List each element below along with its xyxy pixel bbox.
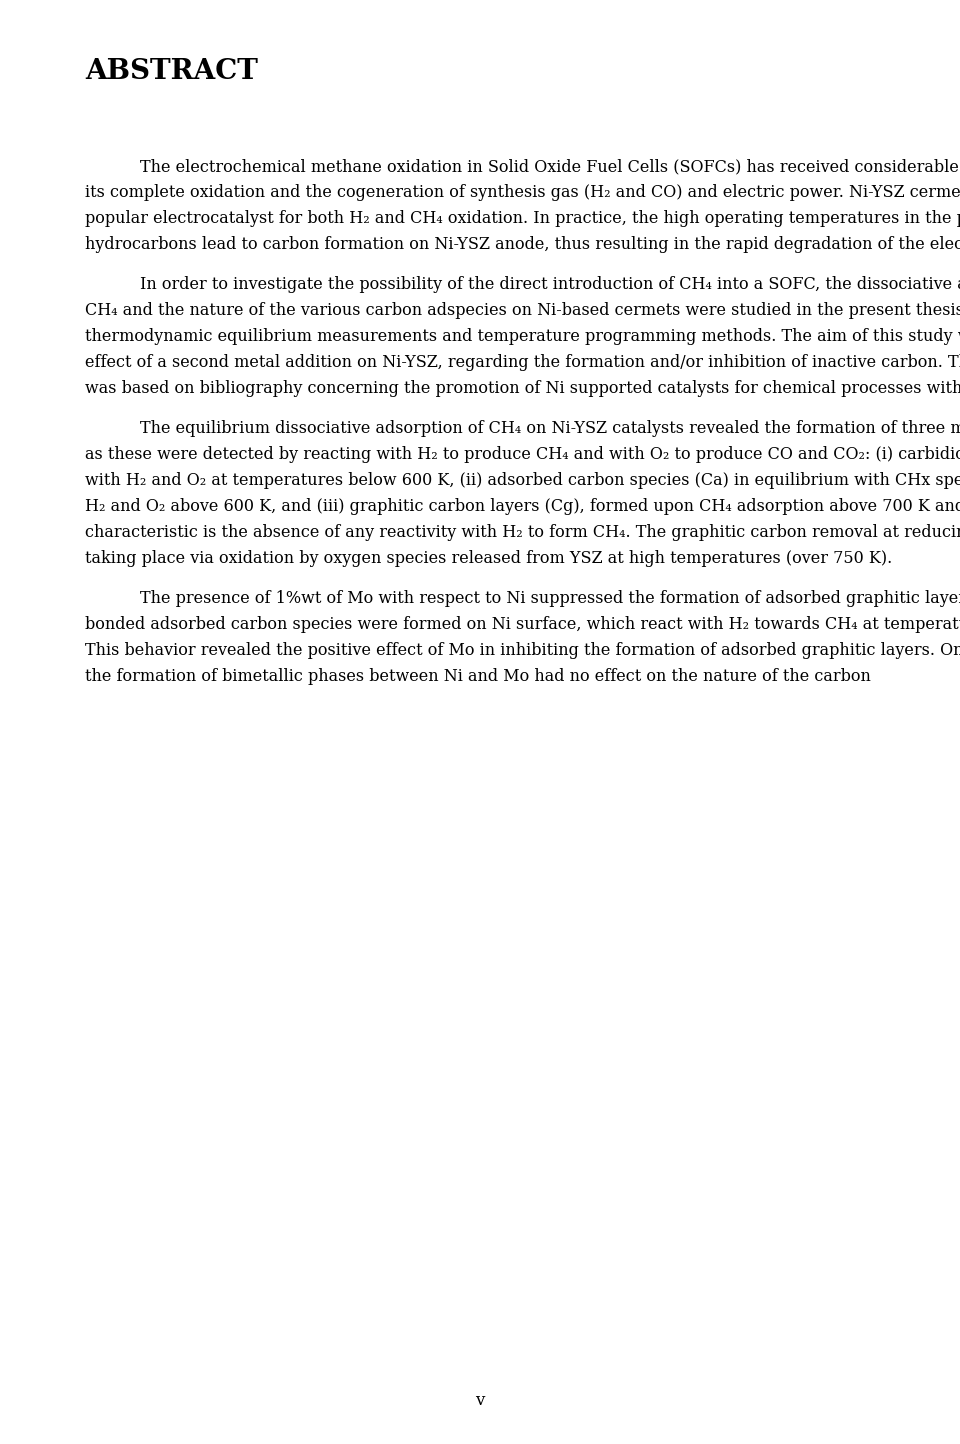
Text: was based on bibliography concerning the promotion of Ni supported catalysts for: was based on bibliography concerning the… — [85, 380, 960, 397]
Text: hydrocarbons lead to carbon formation on Ni-YSZ anode, thus resulting in the rap: hydrocarbons lead to carbon formation on… — [85, 235, 960, 253]
Text: characteristic is the absence of any reactivity with H₂ to form CH₄. The graphit: characteristic is the absence of any rea… — [85, 524, 960, 542]
Text: CH₄ and the nature of the various carbon adspecies on Ni-based cermets were stud: CH₄ and the nature of the various carbon… — [85, 302, 960, 319]
Text: thermodynamic equilibrium measurements and temperature programming methods. The : thermodynamic equilibrium measurements a… — [85, 328, 960, 345]
Text: its complete oxidation and the cogeneration of synthesis gas (H₂ and CO) and ele: its complete oxidation and the cogenerat… — [85, 183, 960, 201]
Text: as these were detected by reacting with H₂ to produce CH₄ and with O₂ to produce: as these were detected by reacting with … — [85, 446, 960, 464]
Text: with H₂ and O₂ at temperatures below 600 K, (ii) adsorbed carbon species (Ca) in: with H₂ and O₂ at temperatures below 600… — [85, 472, 960, 490]
Text: This behavior revealed the positive effect of Mo in inhibiting the formation of : This behavior revealed the positive effe… — [85, 643, 960, 658]
Text: bonded adsorbed carbon species were formed on Ni surface, which react with H₂ to: bonded adsorbed carbon species were form… — [85, 617, 960, 632]
Text: taking place via oxidation by oxygen species released from YSZ at high temperatu: taking place via oxidation by oxygen spe… — [85, 550, 892, 567]
Text: The presence of 1%wt of Mo with respect to Ni suppressed the formation of adsorb: The presence of 1%wt of Mo with respect … — [140, 591, 960, 606]
Text: The electrochemical methane oxidation in Solid Oxide Fuel Cells (SOFCs) has rece: The electrochemical methane oxidation in… — [140, 157, 960, 175]
Text: The equilibrium dissociative adsorption of CH₄ on Ni-YSZ catalysts revealed the : The equilibrium dissociative adsorption … — [140, 420, 960, 438]
Text: the formation of bimetallic phases between Ni and Mo had no effect on the nature: the formation of bimetallic phases betwe… — [85, 669, 871, 684]
Text: popular electrocatalyst for both H₂ and CH₄ oxidation. In practice, the high ope: popular electrocatalyst for both H₂ and … — [85, 209, 960, 227]
Text: effect of a second metal addition on Ni-YSZ, regarding the formation and/or inhi: effect of a second metal addition on Ni-… — [85, 354, 960, 371]
Text: ABSTRACT: ABSTRACT — [85, 58, 258, 85]
Text: H₂ and O₂ above 600 K, and (iii) graphitic carbon layers (Cg), formed upon CH₄ a: H₂ and O₂ above 600 K, and (iii) graphit… — [85, 498, 960, 516]
Text: In order to investigate the possibility of the direct introduction of CH₄ into a: In order to investigate the possibility … — [140, 276, 960, 293]
Text: v: v — [475, 1392, 485, 1409]
